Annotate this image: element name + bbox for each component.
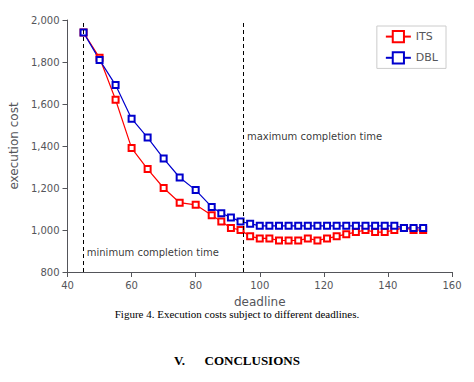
svg-text:execution cost: execution cost: [7, 102, 21, 189]
svg-text:120: 120: [314, 280, 333, 291]
svg-text:minimum completion time: minimum completion time: [87, 247, 219, 258]
svg-text:deadline: deadline: [234, 295, 286, 309]
svg-text:DBL: DBL: [416, 51, 439, 64]
svg-text:V. CONCLUSIONS: V. CONCLUSIONS: [174, 353, 300, 368]
svg-text:800: 800: [40, 267, 59, 278]
svg-text:1,400: 1,400: [31, 141, 60, 152]
svg-text:1,000: 1,000: [31, 225, 60, 236]
svg-text:140: 140: [378, 280, 397, 291]
svg-text:1,600: 1,600: [31, 99, 60, 110]
svg-text:maximum completion time: maximum completion time: [247, 131, 382, 142]
svg-text:2,000: 2,000: [31, 15, 60, 26]
svg-text:ITS: ITS: [416, 30, 433, 43]
svg-text:Figure 4. Execution costs subj: Figure 4. Execution costs subject to dif…: [115, 308, 360, 320]
svg-text:1,800: 1,800: [31, 57, 60, 68]
svg-text:100: 100: [250, 280, 269, 291]
svg-text:60: 60: [125, 280, 138, 291]
svg-text:1,200: 1,200: [31, 183, 60, 194]
svg-text:160: 160: [442, 280, 461, 291]
svg-text:40: 40: [61, 280, 74, 291]
svg-text:80: 80: [189, 280, 202, 291]
